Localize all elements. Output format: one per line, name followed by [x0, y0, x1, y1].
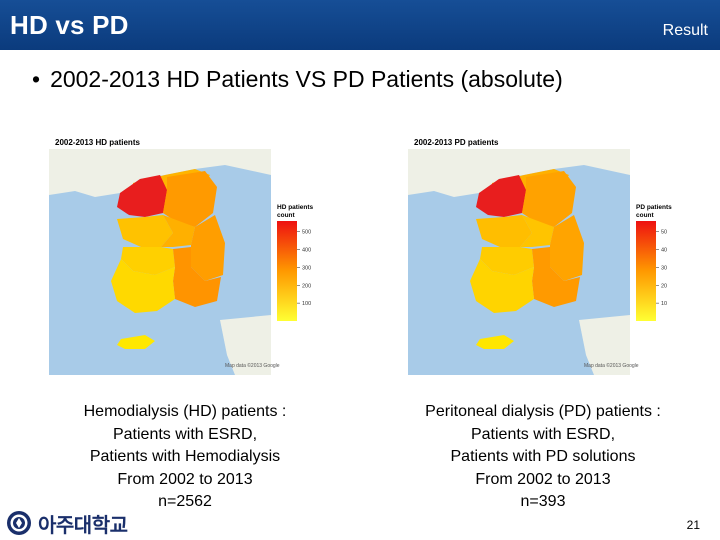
region-gyeonggi — [117, 175, 167, 217]
region-gyeongnam — [532, 247, 580, 307]
japan-landmass — [220, 315, 271, 375]
slide-header: HD vs PD Result — [0, 0, 720, 50]
region-gyeongnam — [173, 247, 221, 307]
hd-legend-tick-label: 300 — [302, 265, 311, 271]
pd-legend-title-1: PD patients — [636, 204, 672, 211]
pd-caption-line-3: Patients with PD solutions — [450, 448, 636, 465]
pd-legend-ticks: 50 40 30 20 10 — [656, 230, 667, 307]
hd-legend-tick-label: 400 — [302, 248, 311, 254]
hd-legend-tick-label: 100 — [302, 301, 311, 307]
japan-landmass — [579, 315, 630, 375]
hd-caption-line-3: Patients with Hemodialysis — [89, 448, 281, 465]
hd-map-attribution: Map data ©2013 Google — [225, 362, 280, 369]
hd-legend-title-2: count — [277, 212, 296, 219]
region-jeonnam — [111, 259, 175, 313]
region-chungbuk — [161, 215, 195, 247]
pd-legend-tick-label: 50 — [661, 230, 667, 236]
hd-patients-map: 2002-2013 HD patients HD patients count … — [45, 135, 331, 381]
pd-legend-tick-label: 40 — [661, 248, 667, 254]
region-jeju — [117, 335, 155, 349]
page-number: 21 — [686, 518, 700, 532]
region-gangwon — [163, 171, 217, 227]
region-chungnam — [476, 215, 532, 247]
region-chungnam — [117, 215, 173, 247]
university-logo: 아주대학교 — [6, 509, 128, 537]
section-label: Result — [662, 22, 708, 39]
pd-map-figure: 2002-2013 PD patients PD patients count … — [408, 138, 672, 375]
region-gyeongbuk — [550, 215, 584, 281]
university-seal-icon — [7, 511, 31, 535]
north-landmass — [408, 149, 630, 197]
pd-legend-tick-label: 20 — [661, 283, 667, 289]
hd-caption-line-5: n=2562 — [158, 493, 212, 510]
hd-map-figure: 2002-2013 HD patients HD patients count … — [49, 138, 314, 375]
region-jeonbuk — [121, 247, 175, 275]
pd-caption: Peritoneal dialysis (PD) patients : Pati… — [393, 401, 693, 514]
pd-map-title: 2002-2013 PD patients — [414, 138, 499, 147]
region-jeju — [476, 335, 514, 349]
pd-patients-map: 2002-2013 PD patients PD patients count … — [404, 135, 690, 381]
pd-caption-line-2: Patients with ESRD, — [470, 425, 616, 443]
pd-legend-tick-label: 10 — [661, 301, 667, 307]
pd-legend-colorbar — [636, 221, 656, 321]
slide-title: HD vs PD — [10, 10, 129, 40]
region-chungbuk — [520, 215, 554, 247]
hd-legend-tick-label: 500 — [302, 230, 311, 236]
bullet-point: • 2002-2013 HD Patients VS PD Patients (a… — [32, 66, 563, 93]
pd-caption-line-1: Peritoneal dialysis (PD) patients : — [425, 403, 661, 420]
pd-caption-line-4: From 2002 to 2013 — [475, 470, 611, 488]
hd-legend-colorbar — [277, 221, 297, 321]
pd-legend-tick-label: 30 — [661, 265, 667, 271]
north-landmass — [49, 149, 271, 197]
hd-map-title: 2002-2013 HD patients — [55, 138, 140, 147]
hd-caption: Hemodialysis (HD) patients : Patients wi… — [35, 401, 335, 514]
region-gyeongbuk — [191, 215, 225, 281]
hd-legend-tick-label: 200 — [302, 283, 311, 289]
pd-map-attribution: Map data ©2013 Google — [584, 362, 639, 369]
hd-legend-title-1: HD patients — [277, 204, 314, 211]
region-jeonnam — [470, 259, 534, 313]
university-name: 아주대학교 — [38, 512, 128, 537]
bullet-text: 2002-2013 HD Patients VS PD Patients (ab… — [50, 66, 563, 92]
pd-legend-title-2: count — [636, 212, 655, 219]
hd-caption-line-1: Hemodialysis (HD) patients : — [83, 403, 287, 420]
bullet-icon: • — [32, 66, 41, 92]
hd-legend-ticks: 500 400 300 200 100 — [297, 230, 311, 307]
region-gyeonggi — [476, 175, 526, 217]
hd-caption-line-2: Patients with ESRD, — [112, 425, 258, 443]
hd-caption-line-4: From 2002 to 2013 — [117, 470, 253, 488]
region-jeonbuk — [480, 247, 534, 275]
region-gangwon — [522, 171, 576, 227]
pd-caption-line-5: n=393 — [520, 493, 566, 510]
